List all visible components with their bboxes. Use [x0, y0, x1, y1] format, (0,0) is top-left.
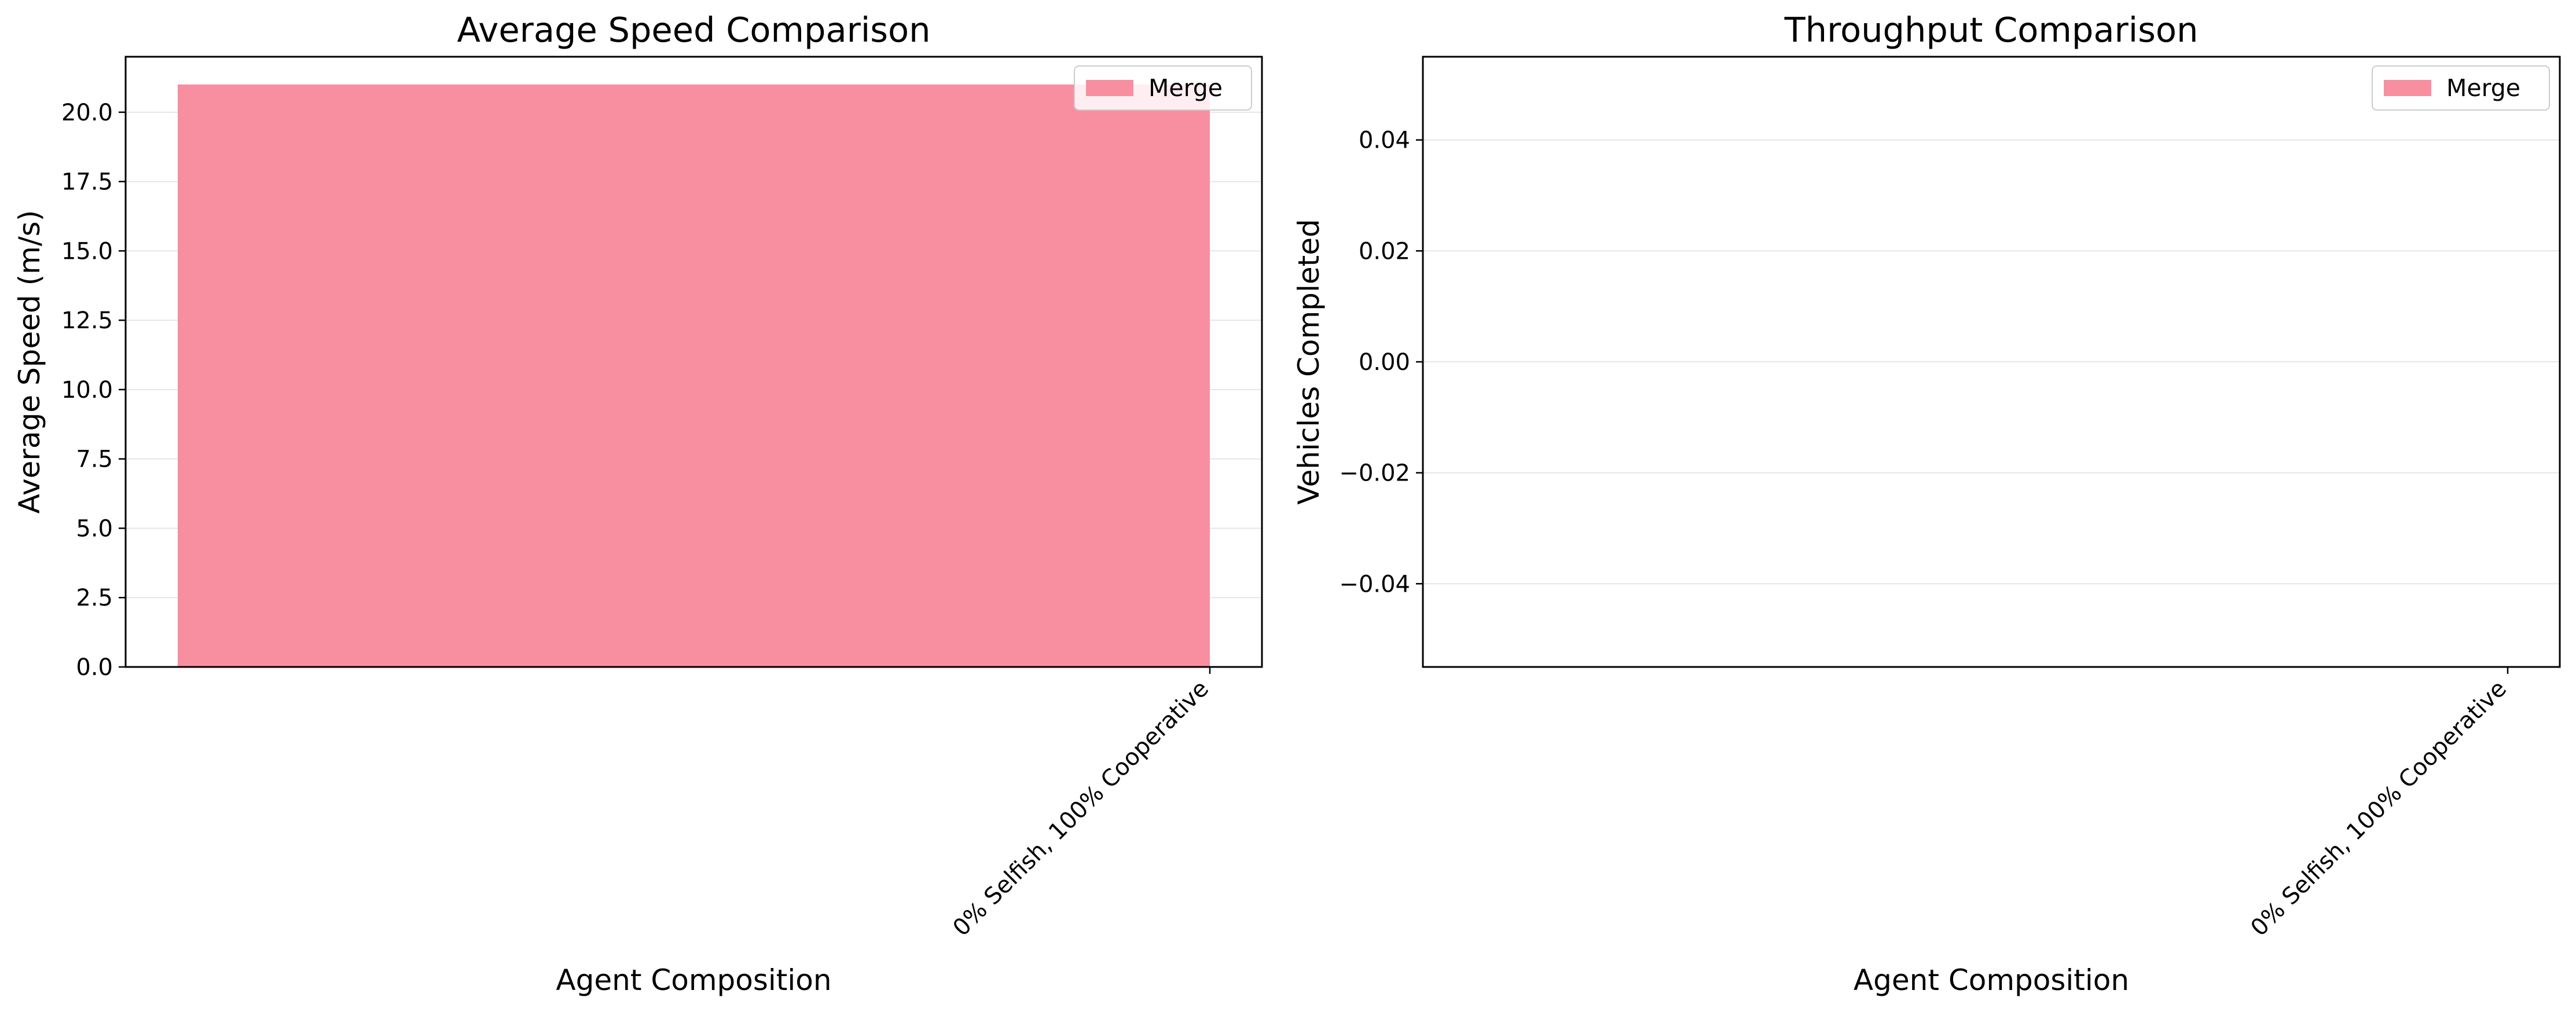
chart-panel-2: −0.04 −0.02 0.00 0.02 0.04 0% Selfish, 100% C… — [1292, 10, 2561, 997]
bar-merge — [178, 84, 1210, 668]
x-tick-label: 0% Selfish, 100% Cooperative — [2245, 676, 2512, 942]
y-tick-label: 0.04 — [1359, 127, 1410, 154]
x-axis-label: Agent Composition — [556, 963, 831, 997]
y-tick-label: −0.04 — [1339, 571, 1410, 597]
legend-box — [1074, 65, 1252, 111]
y-tick-label: 7.5 — [76, 446, 113, 473]
legend-label: Merge — [1148, 74, 1223, 102]
y-tick-label: 17.5 — [61, 169, 113, 196]
y-tick-label: 0.0 — [76, 654, 113, 681]
y-tick-label: 15.0 — [61, 238, 113, 265]
chart-title: Throughput Comparison — [1784, 10, 2199, 50]
y-tick-label: 20.0 — [61, 100, 113, 126]
x-axis-label: Agent Composition — [1854, 963, 2129, 997]
chart-title: Average Speed Comparison — [457, 10, 931, 50]
y-tick-label: −0.02 — [1339, 460, 1410, 487]
legend-swatch — [2384, 80, 2431, 96]
legend-swatch — [1086, 80, 1133, 96]
x-tick-label: 0% Selfish, 100% Cooperative — [948, 676, 1214, 942]
y-tick-label: 2.5 — [76, 585, 113, 611]
legend-label: Merge — [2446, 74, 2520, 102]
y-tick-label: 5.0 — [76, 515, 113, 542]
y-tick-label: 0.02 — [1359, 238, 1410, 265]
y-axis-label: Vehicles Completed — [1292, 219, 1326, 504]
y-axis-label: Average Speed (m/s) — [13, 210, 46, 514]
y-tick-label: 10.0 — [61, 377, 113, 404]
chart-panel-1: 0.0 2.5 5.0 7.5 10.0 12.5 15.0 17.5 20.0 0% Selfi… — [13, 10, 1263, 997]
legend: Merge — [1074, 65, 1252, 111]
legend: Merge — [2372, 65, 2550, 111]
axes-frame — [124, 56, 1263, 668]
y-tick-label: 12.5 — [61, 307, 113, 334]
legend-box — [2372, 65, 2550, 111]
y-tick-label: 0.00 — [1359, 349, 1410, 376]
